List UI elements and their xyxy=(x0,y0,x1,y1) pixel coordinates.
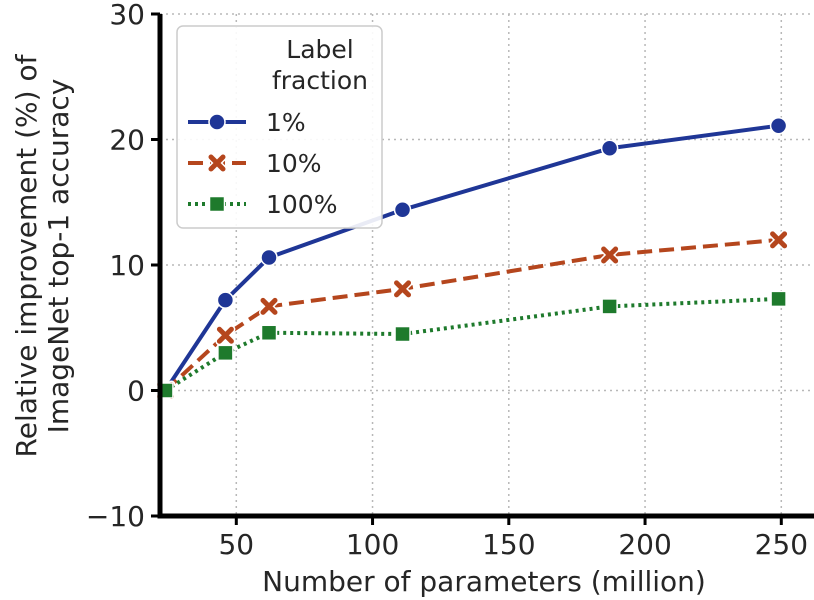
series-1-point-1 xyxy=(215,325,236,346)
series-1-point-5-cross xyxy=(770,231,788,249)
series-1-point-4 xyxy=(599,244,620,265)
legend-marker-0 xyxy=(208,113,226,131)
legend-label-1: 10% xyxy=(266,149,322,178)
legend-title-line-1: Label xyxy=(286,35,353,64)
y-axis-title: Relative improvement (%) of ImageNet top… xyxy=(10,53,75,457)
x-tick-label-200: 200 xyxy=(618,528,671,561)
x-tick-label-100: 100 xyxy=(346,528,399,561)
legend-marker-2 xyxy=(208,195,226,213)
series-1-point-4-cross xyxy=(601,246,619,264)
series-line-0 xyxy=(163,123,779,392)
x-tick-label-250: 250 xyxy=(755,528,808,561)
legend-frame xyxy=(176,25,383,229)
series-0-point-4 xyxy=(600,139,619,158)
series-2-point-4 xyxy=(601,298,618,315)
series-1-point-2 xyxy=(259,296,279,317)
series-1-point-1-cross xyxy=(216,326,234,344)
legend-entry-0: 1% xyxy=(188,108,306,137)
legend: Label fraction 1% 10% 100% xyxy=(176,25,383,229)
legend-entry-2: 100% xyxy=(188,190,337,219)
x-tick-label-50: 50 xyxy=(218,528,254,561)
x-tick-label-150: 150 xyxy=(482,528,535,561)
legend-title-line-2: fraction xyxy=(272,66,368,95)
x-axis-title: Number of parameters (million) xyxy=(262,565,706,598)
y-axis-title-line-2: ImageNet top-1 accuracy xyxy=(42,79,75,434)
series-2-point-1 xyxy=(217,344,234,362)
series-0-point-2 xyxy=(260,248,278,267)
legend-label-2: 100% xyxy=(266,190,337,219)
ticks: 50 100 150 200 250 −10 0 10 20 30 xyxy=(86,0,808,561)
legend-label-0: 1% xyxy=(266,108,306,137)
y-axis-title-line-1: Relative improvement (%) of xyxy=(10,53,43,457)
y-tick-label-0: 0 xyxy=(127,375,145,408)
series-line-1 xyxy=(164,237,779,392)
series-2-point-2 xyxy=(260,324,278,342)
series-2-point-3 xyxy=(394,325,411,343)
series-1 xyxy=(155,229,789,401)
series-2 xyxy=(157,290,787,399)
series-1-point-3 xyxy=(392,278,413,299)
y-tick-label-20: 20 xyxy=(109,124,145,157)
series-2-point-5 xyxy=(770,290,787,308)
series-1-point-3-cross xyxy=(394,280,412,298)
legend-marker-1 xyxy=(207,153,227,173)
series-0-point-3 xyxy=(393,201,412,219)
y-tick-label-30: 30 xyxy=(109,0,145,31)
series-1-point-5 xyxy=(768,229,789,250)
series-line-2 xyxy=(164,296,779,393)
series-1-point-2-cross xyxy=(260,297,278,315)
legend-entries: 1% 10% 100% xyxy=(188,108,337,219)
legend-entry-1: 10% xyxy=(188,149,322,178)
legend-marker-1-cross xyxy=(208,154,226,172)
series-0-point-5 xyxy=(769,116,788,135)
y-tick-label-10: 10 xyxy=(109,249,145,282)
series-0-point-1 xyxy=(216,291,235,309)
y-tick-label--10: −10 xyxy=(86,500,145,533)
